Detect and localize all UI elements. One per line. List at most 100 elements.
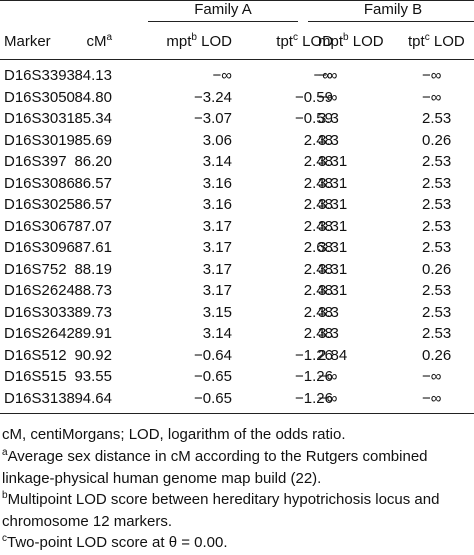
- header-cell: mptb LOD: [166, 32, 232, 52]
- value-cell: 89.73: [74, 303, 112, 321]
- marker-cell: D16S3019: [4, 131, 75, 149]
- value-cell: 3.14: [202, 153, 232, 171]
- marker-cell: D16S3067: [4, 217, 75, 235]
- footnote: cTwo-point LOD score at θ = 0.00.: [2, 532, 474, 554]
- marker-cell: D16S3096: [4, 239, 75, 257]
- value-cell: −3.07: [194, 110, 232, 128]
- header-sup: c: [292, 32, 298, 43]
- value-cell: 3.31: [318, 153, 348, 171]
- value-cell: 3.17: [202, 217, 232, 235]
- value-cell: 3.16: [202, 174, 232, 192]
- value-cell: 84.13: [74, 67, 112, 84]
- header-text: LOD: [429, 33, 465, 50]
- value-cell: 2.53: [422, 217, 452, 235]
- value-cell: 86.20: [74, 153, 112, 171]
- marker-cell: D16S752: [4, 260, 67, 278]
- value-cell: 2.53: [422, 303, 452, 321]
- value-cell: 90.92: [74, 346, 112, 364]
- header-rule: [0, 59, 474, 60]
- value-cell: 3.3: [318, 303, 339, 321]
- value-cell: 2.68: [303, 239, 333, 257]
- value-cell: −∞: [422, 67, 442, 84]
- group-rule: [148, 21, 298, 22]
- header-text: mpt: [318, 33, 344, 50]
- value-cell: 2.53: [422, 282, 452, 300]
- value-cell: 2.53: [422, 196, 452, 214]
- marker-cell: D16S3025: [4, 196, 75, 214]
- value-cell: 3.3: [318, 325, 339, 343]
- value-cell: 2.84: [318, 346, 348, 364]
- value-cell: −∞: [422, 368, 442, 386]
- marker-cell: D16S397: [4, 153, 67, 171]
- value-cell: 2.48: [303, 325, 333, 343]
- value-cell: 87.07: [74, 217, 112, 235]
- value-cell: 0.26: [422, 260, 452, 278]
- value-cell: −1.26: [295, 368, 333, 386]
- value-cell: −0.64: [194, 346, 232, 364]
- header-sup: b: [191, 32, 197, 43]
- header-cell: tptc LOD: [408, 32, 465, 52]
- value-cell: −1.26: [295, 346, 333, 364]
- value-cell: 89.91: [74, 325, 112, 343]
- footnote-text: cM, centiMorgans; LOD, logarithm of the …: [2, 426, 346, 443]
- value-cell: −∞: [422, 389, 442, 407]
- value-cell: 0.26: [422, 346, 452, 364]
- value-cell: 88.73: [74, 282, 112, 300]
- value-cell: −1.26: [295, 389, 333, 407]
- header-text: tpt: [408, 33, 425, 50]
- value-cell: 2.53: [422, 239, 452, 257]
- header-text: LOD: [196, 33, 232, 50]
- marker-cell: D16S3393: [4, 67, 75, 84]
- value-cell: 2.53: [422, 174, 452, 192]
- value-cell: 94.64: [74, 389, 112, 407]
- value-cell: 2.48: [303, 174, 333, 192]
- value-cell: 2.53: [422, 110, 452, 128]
- value-cell: 86.57: [74, 196, 112, 214]
- value-cell: 2.48: [303, 282, 333, 300]
- value-cell: 3.17: [202, 282, 232, 300]
- value-cell: 3.3: [318, 110, 339, 128]
- value-cell: −0.65: [194, 368, 232, 386]
- footnote: bMultipoint LOD score between hereditary…: [2, 489, 474, 532]
- value-cell: 3.3: [318, 131, 339, 149]
- value-cell: −∞: [422, 88, 442, 106]
- footnote: aAverage sex distance in cM according to…: [2, 446, 474, 489]
- value-cell: 2.53: [422, 153, 452, 171]
- value-cell: 2.48: [303, 217, 333, 235]
- footnote-mark: a: [2, 447, 8, 458]
- footnote-text: Multipoint LOD score between hereditary …: [2, 491, 440, 530]
- marker-cell: D16S3086: [4, 174, 75, 192]
- header-text: mpt: [166, 33, 192, 50]
- marker-cell: D16S2642: [4, 325, 75, 343]
- footnote-mark: c: [2, 533, 7, 544]
- value-cell: 2.48: [303, 196, 333, 214]
- value-cell: 2.53: [422, 325, 452, 343]
- value-cell: 86.57: [74, 174, 112, 192]
- value-cell: 2.48: [303, 303, 333, 321]
- value-cell: 88.19: [74, 260, 112, 278]
- value-cell: 3.17: [202, 260, 232, 278]
- marker-cell: D16S515: [4, 368, 67, 386]
- value-cell: −∞: [318, 368, 338, 386]
- value-cell: 3.06: [202, 131, 232, 149]
- group-rule: [308, 21, 474, 22]
- header-cell: tptc LOD: [276, 32, 333, 52]
- header-sup: c: [424, 32, 430, 43]
- header-cell: mptb LOD: [318, 32, 384, 52]
- header-text: LOD: [297, 33, 333, 50]
- value-cell: 2.48: [303, 131, 333, 149]
- value-cell: 3.31: [318, 174, 348, 192]
- value-cell: 93.55: [74, 368, 112, 386]
- footnote-mark: b: [2, 490, 8, 501]
- header-sup: a: [106, 32, 112, 43]
- header-text: tpt: [276, 33, 293, 50]
- value-cell: 3.17: [202, 239, 232, 257]
- value-cell: −0.65: [194, 389, 232, 407]
- value-cell: 85.34: [74, 110, 112, 128]
- value-cell: 3.31: [318, 260, 348, 278]
- value-cell: 85.69: [74, 131, 112, 149]
- value-cell: −∞: [313, 67, 333, 84]
- value-cell: −0.59: [295, 110, 333, 128]
- value-cell: −0.59: [295, 88, 333, 106]
